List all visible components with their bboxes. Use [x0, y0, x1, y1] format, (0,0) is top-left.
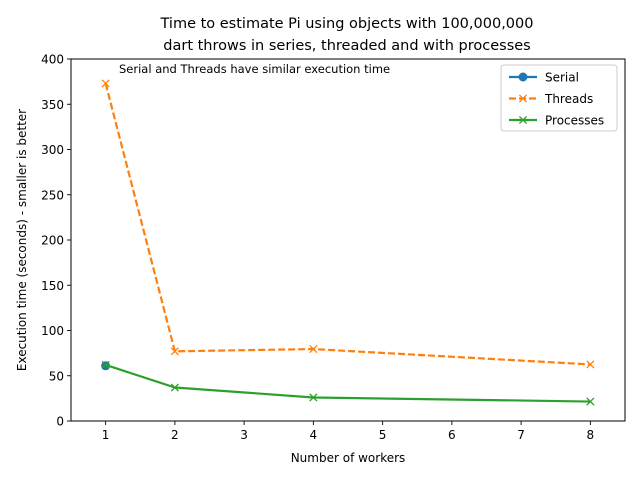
data-point-threads	[309, 344, 318, 354]
series-line-threads	[104, 83, 591, 366]
y-tick-label: 0	[56, 415, 64, 429]
legend-label-processes: Processes	[545, 114, 604, 128]
x-tick-label: 4	[310, 428, 318, 442]
data-point-processes	[170, 383, 179, 392]
series-layer	[101, 79, 595, 406]
legend-box	[500, 64, 618, 132]
x-tick-label: 1	[102, 428, 110, 442]
y-tick-label: 400	[41, 53, 64, 67]
series-threads	[101, 79, 595, 369]
legend-item-serial: Serial	[509, 71, 579, 85]
title-line-1: Time to estimate Pi using objects with 1…	[160, 16, 534, 32]
title-line-2: dart throws in series, threaded and with…	[163, 38, 530, 54]
legend-marker-processes	[518, 115, 528, 125]
chart-title: Time to estimate Pi using objects with 1…	[160, 16, 534, 54]
x-tick-label: 7	[517, 428, 525, 442]
y-tick-label: 300	[41, 143, 64, 157]
data-point-threads	[170, 347, 179, 356]
data-point-processes	[586, 397, 595, 406]
chart-annotation: Serial and Threads have similar executio…	[119, 62, 390, 76]
x-tick-label: 6	[448, 428, 456, 442]
series-line-processes	[105, 363, 591, 403]
x-tick-label: 8	[587, 428, 595, 442]
x-tick-label: 3	[240, 428, 248, 442]
y-tick-label: 350	[41, 98, 64, 112]
y-tick-label: 100	[41, 324, 64, 338]
legend-label-threads: Threads	[544, 92, 593, 106]
x-axis-label: Number of workers	[291, 451, 406, 465]
y-tick-label: 150	[41, 279, 64, 293]
y-tick-label: 50	[49, 369, 64, 383]
y-tick-label: 250	[41, 188, 64, 202]
y-tick-label: 200	[41, 234, 64, 248]
legend-marker-threads	[518, 94, 528, 103]
y-axis: 0 50 100 150 200 250 300 350 400	[41, 53, 71, 429]
x-axis: 1 2 3 4 5 6 7 8	[102, 421, 594, 442]
legend-item-threads: Threads	[509, 92, 593, 106]
legend-label-serial: Serial	[545, 71, 579, 85]
data-point-processes	[309, 393, 318, 402]
data-point-threads	[101, 79, 110, 88]
data-point-threads	[586, 360, 595, 369]
x-tick-label: 2	[171, 428, 179, 442]
legend-marker-serial	[518, 72, 528, 82]
series-processes	[101, 360, 595, 406]
legend-item-processes: Processes	[509, 114, 604, 128]
data-point-processes	[101, 360, 110, 369]
legend: Serial Threads Processes	[500, 64, 618, 132]
y-axis-label: Execution time (seconds) - smaller is be…	[15, 109, 29, 371]
plot-area	[70, 58, 626, 422]
x-tick-label: 5	[379, 428, 387, 442]
